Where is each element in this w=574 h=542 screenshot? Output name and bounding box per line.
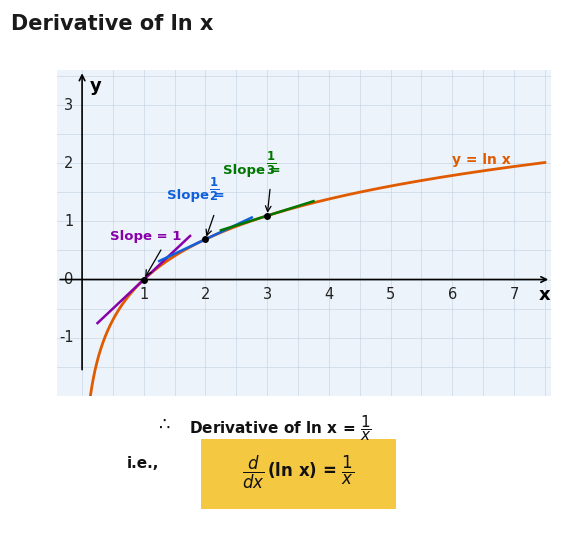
Text: 2: 2 — [64, 156, 73, 171]
Text: $\dfrac{d}{dx}$$\,$(ln x) = $\dfrac{1}{x}$: $\dfrac{d}{dx}$$\,$(ln x) = $\dfrac{1}{x… — [242, 454, 355, 492]
Text: 6: 6 — [448, 287, 457, 302]
Text: 5: 5 — [386, 287, 395, 302]
Text: 0: 0 — [64, 272, 73, 287]
Text: 3: 3 — [263, 287, 272, 302]
Text: 2: 2 — [201, 287, 210, 302]
Text: 3: 3 — [64, 98, 73, 113]
Text: 7: 7 — [509, 287, 519, 302]
Text: 1: 1 — [64, 214, 73, 229]
Text: Slope = 1: Slope = 1 — [110, 230, 181, 243]
Text: 4: 4 — [324, 287, 333, 302]
Text: $\mathbf{\frac{1}{2}}$: $\mathbf{\frac{1}{2}}$ — [208, 176, 219, 203]
Text: y: y — [90, 78, 101, 95]
Text: Derivative of ln x: Derivative of ln x — [11, 14, 214, 34]
FancyBboxPatch shape — [191, 436, 406, 513]
Text: Derivative of ln x = $\dfrac{1}{x}$: Derivative of ln x = $\dfrac{1}{x}$ — [189, 414, 373, 443]
Text: $\mathbf{\frac{1}{3}}$: $\mathbf{\frac{1}{3}}$ — [266, 150, 276, 177]
Text: i.e.,: i.e., — [126, 456, 158, 471]
Text: y = ln x: y = ln x — [452, 153, 511, 167]
Text: -1: -1 — [59, 330, 73, 345]
Text: Slope =: Slope = — [223, 164, 285, 177]
Text: 1: 1 — [139, 287, 149, 302]
Text: $\therefore$: $\therefore$ — [155, 415, 171, 433]
Text: x: x — [539, 287, 550, 305]
Text: Slope =: Slope = — [167, 189, 230, 202]
